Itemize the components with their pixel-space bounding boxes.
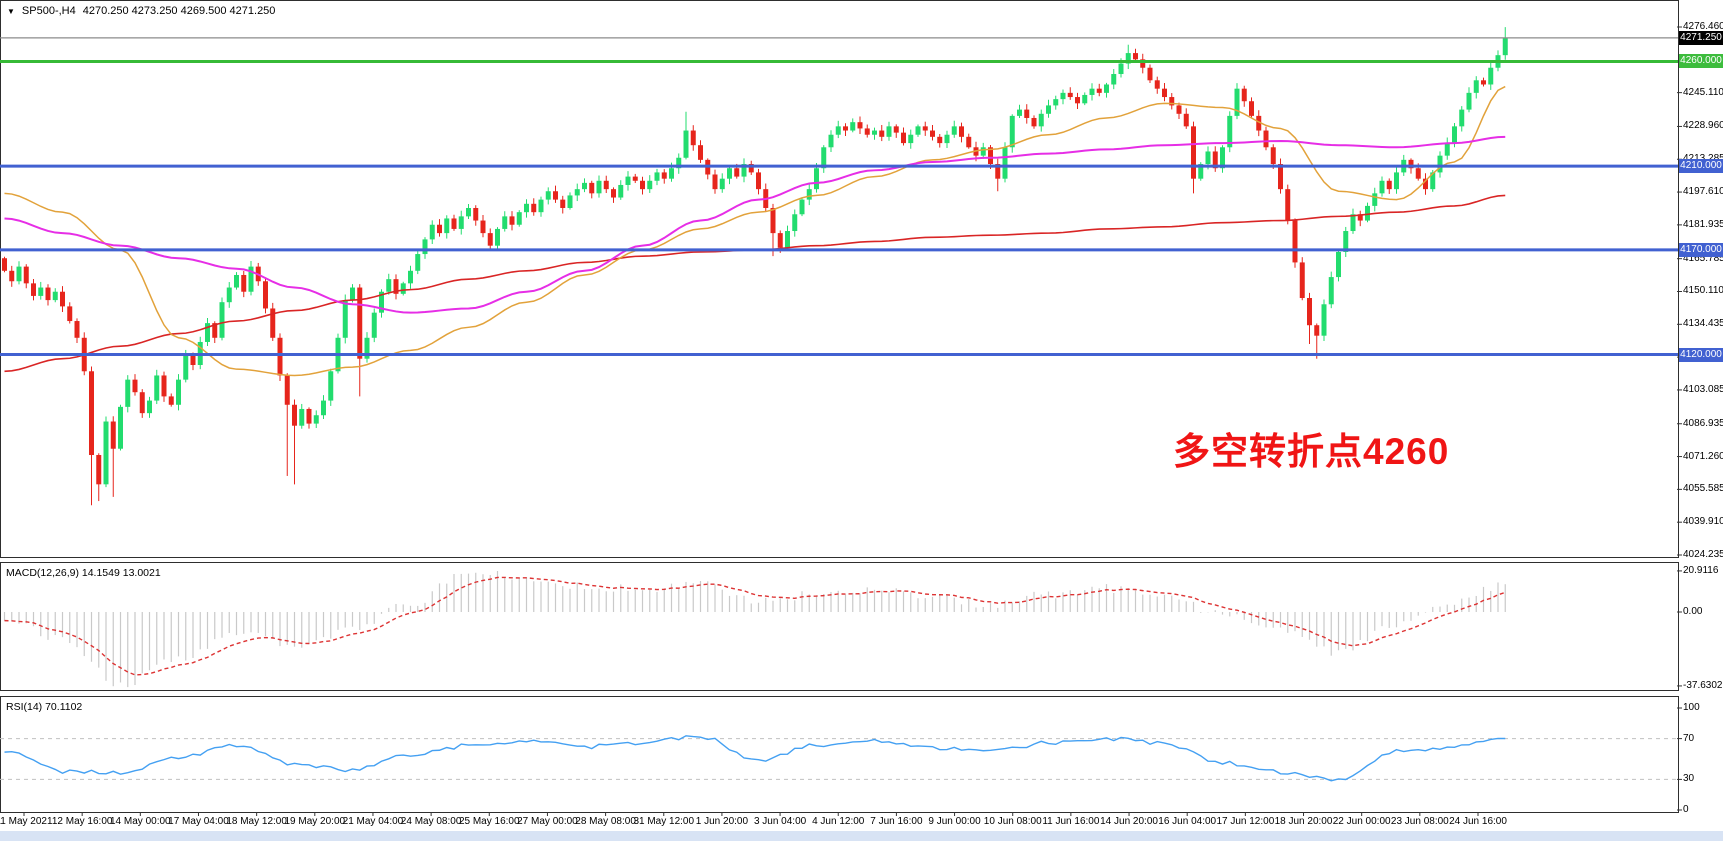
rsi-indicator-label: RSI(14) 70.1102 xyxy=(6,701,83,713)
time-axis-label: 11 May 2021 xyxy=(0,816,53,827)
price-axis-label: 4165.785 xyxy=(1683,252,1723,264)
macd-axis-label: 0.00 xyxy=(1683,606,1703,617)
rsi-axis-label: 100 xyxy=(1683,702,1700,713)
chart-header: ▼ SP500-,H4 4270.250 4273.250 4269.500 4… xyxy=(7,5,275,17)
symbol-period-label: SP500-,H4 xyxy=(21,5,76,17)
rsi-panel[interactable] xyxy=(0,696,1679,813)
time-axis-label: 24 Jun 16:00 xyxy=(1449,816,1507,827)
macd-axis-label: 20.9116 xyxy=(1683,564,1719,576)
price-level-badge: 4271.250 xyxy=(1679,30,1723,45)
ohlc-quote-label: 4270.250 4273.250 4269.500 4271.250 xyxy=(82,5,276,17)
time-axis-label: 10 Jun 08:00 xyxy=(983,816,1042,827)
price-axis-label: 4103.085 xyxy=(1683,383,1723,395)
price-level-badge: 4260.000 xyxy=(1679,54,1723,69)
time-axis-label: 12 May 16:00 xyxy=(51,816,113,827)
price-axis-label: 4245.110 xyxy=(1683,86,1723,98)
time-axis-label: 24 May 08:00 xyxy=(400,816,462,827)
price-level-badge: 4210.000 xyxy=(1679,159,1723,174)
time-axis-label: 27 May 00:00 xyxy=(517,816,578,827)
time-axis-label: 18 Jun 20:00 xyxy=(1274,816,1333,827)
price-axis-label: 4197.610 xyxy=(1683,186,1723,198)
time-axis-label: 19 May 20:00 xyxy=(284,816,346,827)
rsi-axis-label: 0 xyxy=(1683,804,1689,815)
time-axis-label: 3 Jun 04:00 xyxy=(753,816,807,827)
quote-collapse-icon[interactable]: ▼ xyxy=(7,6,15,16)
rsi-axis-label: 70 xyxy=(1683,732,1695,744)
price-axis-label: 4228.960 xyxy=(1683,120,1723,132)
time-axis-label: 23 Jun 08:00 xyxy=(1390,816,1449,827)
time-axis-label: 14 Jun 20:00 xyxy=(1100,816,1158,827)
rsi-axis-label: 30 xyxy=(1683,773,1695,785)
time-axis-label: 25 May 16:00 xyxy=(458,816,520,827)
macd-panel[interactable] xyxy=(0,562,1679,691)
time-axis-label: 4 Jun 12:00 xyxy=(812,816,865,827)
price-axis-label: 4039.910 xyxy=(1683,516,1723,528)
price-axis-label: 4213.285 xyxy=(1683,153,1723,165)
price-axis-label: 4086.935 xyxy=(1683,417,1723,429)
macd-axis-label: -37.6302 xyxy=(1683,679,1723,691)
macd-indicator-label: MACD(12,26,9) 14.1549 13.0021 xyxy=(6,567,161,579)
time-axis-label: 22 Jun 00:00 xyxy=(1332,816,1391,827)
price-axis-label: 4150.110 xyxy=(1683,285,1723,297)
annotation-text: 多空转折点4260 xyxy=(1173,431,1450,472)
time-axis-label: 17 May 04:00 xyxy=(168,816,229,827)
price-level-badge: 4170.000 xyxy=(1679,242,1723,257)
time-axis-label: 21 May 04:00 xyxy=(342,816,404,827)
price-axis-label: 4276.460 xyxy=(1683,21,1723,32)
time-axis-label: 17 Jun 12:00 xyxy=(1216,816,1275,827)
price-axis-label: 4134.435 xyxy=(1683,318,1723,330)
time-axis-label: 31 May 12:00 xyxy=(633,816,695,827)
time-axis-label: 14 May 00:00 xyxy=(110,816,171,827)
time-axis-label: 16 Jun 04:00 xyxy=(1158,816,1217,827)
price-axis-label: 4024.235 xyxy=(1683,549,1723,560)
bottom-strip xyxy=(0,831,1723,841)
time-axis-label: 1 Jun 20:00 xyxy=(695,816,749,827)
price-axis-label: 4071.260 xyxy=(1683,450,1723,462)
time-axis-label: 28 May 08:00 xyxy=(575,816,636,827)
price-axis-label: 4181.935 xyxy=(1683,218,1723,230)
price-axis-label: 4055.585 xyxy=(1683,483,1723,495)
time-axis-label: 7 Jun 16:00 xyxy=(870,816,923,827)
time-axis-label: 11 Jun 16:00 xyxy=(1042,816,1100,827)
price-level-badge: 4120.000 xyxy=(1679,347,1723,362)
time-axis-label: 18 May 12:00 xyxy=(226,816,287,827)
time-axis-label: 9 Jun 00:00 xyxy=(928,816,981,827)
